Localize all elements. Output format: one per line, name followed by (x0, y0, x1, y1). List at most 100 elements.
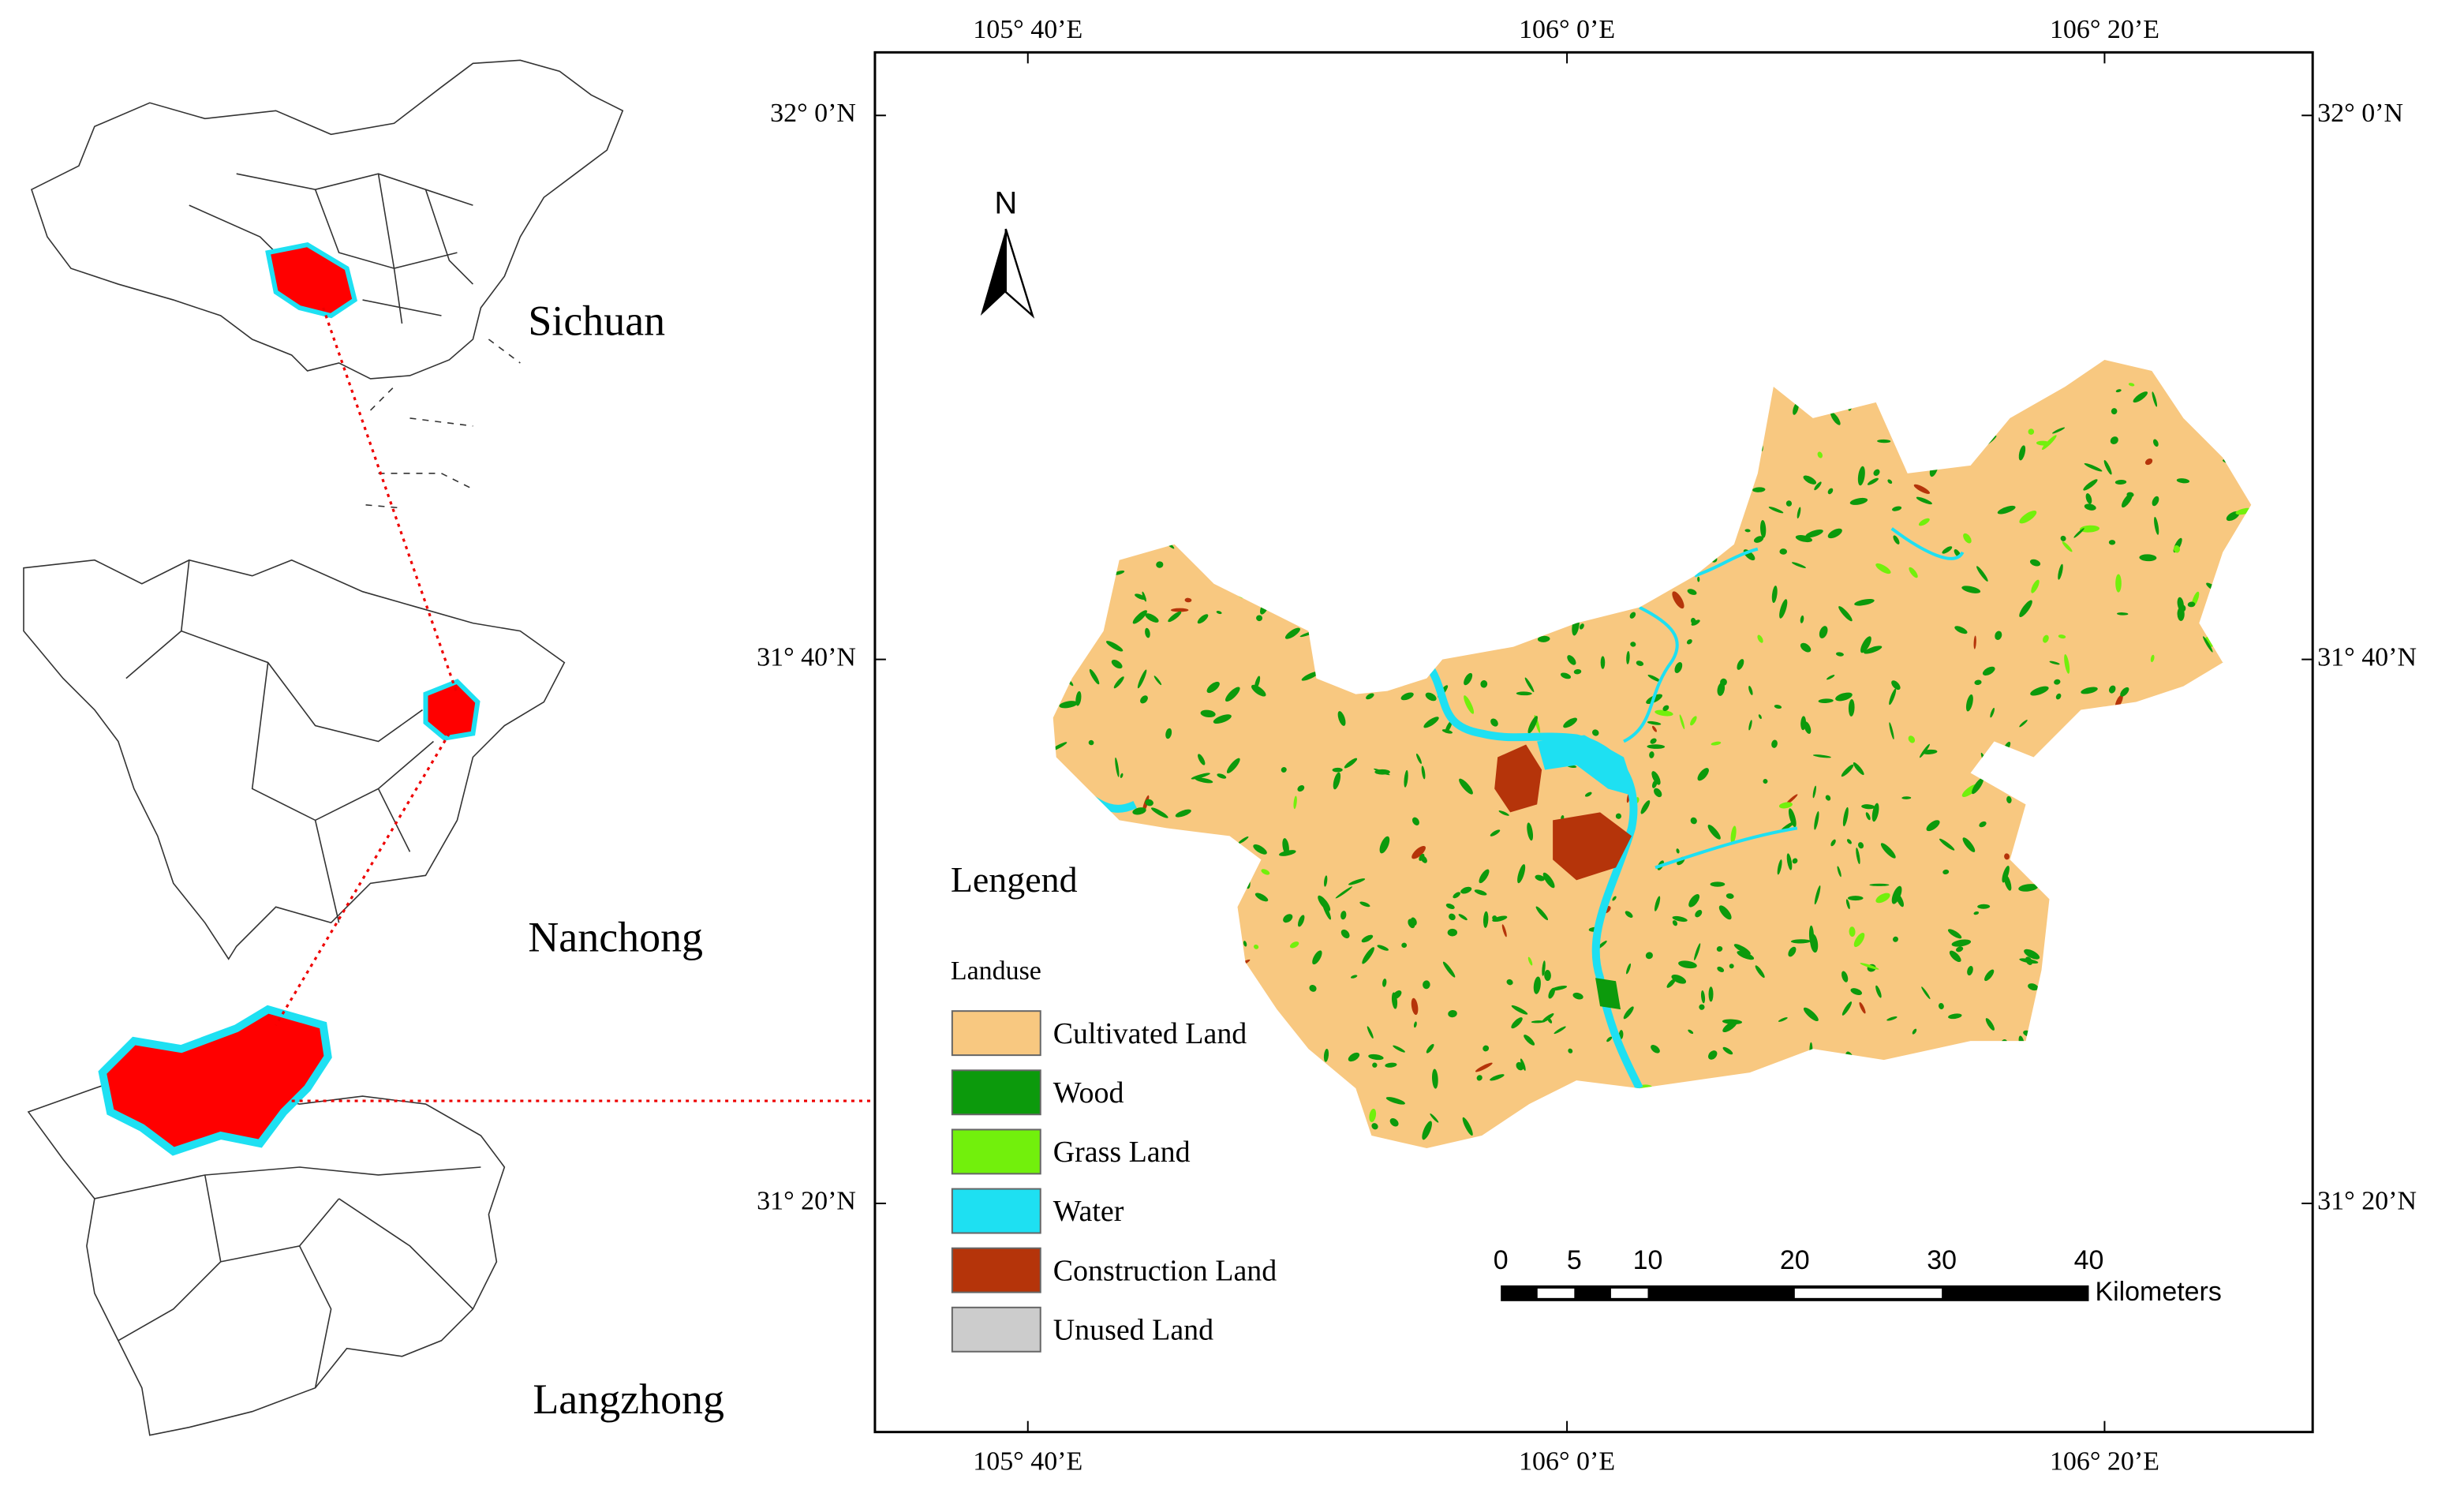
landuse-patch (2108, 685, 2116, 694)
landuse-patch (1531, 1020, 1546, 1024)
landuse-patch (1859, 1001, 1866, 1014)
landuse-patch (1995, 631, 2002, 640)
landuse-patch (1973, 911, 1980, 915)
landuse-patch (1335, 886, 1353, 899)
landuse-patch (2176, 478, 2190, 484)
landuse-patch (1348, 1052, 1360, 1062)
landuse-patch (1156, 561, 1164, 568)
landuse-patch (1722, 1046, 1733, 1055)
landuse-patch (1425, 692, 1437, 702)
landuse-patch (1841, 1001, 1853, 1016)
landuse-patch (2150, 654, 2155, 663)
landuse-patch (1921, 986, 1931, 1000)
landuse-patch (1729, 964, 1734, 969)
landuse-patch (1460, 886, 1472, 894)
landuse-patch (2139, 554, 2157, 562)
landuse-patch (1814, 811, 1819, 830)
latitude-label: 31° 20’N (757, 1187, 856, 1216)
landuse-patch (1886, 1016, 1898, 1021)
landuse-patch (1527, 716, 1538, 734)
landuse-patch (1533, 976, 1541, 994)
landuse-patch (1623, 1006, 1634, 1020)
landuse-patch (1626, 963, 1632, 975)
landuse-patch (1922, 749, 1938, 754)
landuse-patch (1413, 1021, 1417, 1028)
landuse-patch (1408, 919, 1415, 929)
landuse-patch (1200, 709, 1216, 718)
landuse-patch (1790, 939, 1811, 944)
landuse-patch (1333, 772, 1341, 790)
landuse-patch (2084, 462, 2103, 472)
landuse-patch (2018, 884, 2039, 892)
scale-tick-label: 30 (1927, 1245, 1957, 1275)
landuse-patch (2055, 693, 2062, 700)
landuse-patch (1416, 753, 1422, 765)
landuse-patch (1887, 479, 1893, 485)
north-arrow: N (980, 186, 1035, 319)
landuse-patch (1836, 652, 1844, 657)
landuse-patch (1527, 822, 1534, 841)
landuse-patch (1517, 864, 1526, 884)
stream (1623, 527, 1965, 870)
landuse-patch (2114, 480, 2127, 485)
landuse-patch (1697, 576, 1700, 582)
landuse-patch (1893, 936, 1898, 942)
landuse-patch (1337, 711, 1346, 726)
landuse-patch (1814, 885, 1821, 905)
legend-label: Cultivated Land (1053, 1017, 1247, 1050)
landuse-patch (1362, 947, 1374, 964)
landuse-patch (1630, 642, 1636, 647)
landuse-patch (1788, 808, 1797, 828)
landuse-patch (1420, 855, 1427, 863)
landuse-patch (1464, 695, 1475, 714)
legend-label: Construction Land (1053, 1254, 1277, 1287)
link-line (275, 732, 451, 1026)
landuse-patch (1527, 956, 1533, 966)
scale-unit: Kilometers (2095, 1277, 2221, 1307)
scale-bar: Kilometers 0 5 10 20 30 40 (1494, 1245, 2222, 1307)
scale-segment (1794, 1288, 1942, 1298)
landuse-patch (1916, 496, 1932, 505)
landuse-patch (1717, 682, 1726, 696)
legend: Lengend Landuse Cultivated Land Wood Grass… (951, 859, 1277, 1353)
landuse-patch (1198, 754, 1206, 765)
nanchong-highlight (423, 679, 480, 741)
landuse-patch (1891, 680, 1901, 690)
landuse-patch (1942, 546, 1953, 554)
landuse-patch (1956, 946, 1964, 952)
landuse-patch (1912, 1028, 1917, 1035)
landuse-patch (1367, 1026, 1374, 1039)
landuse-patch (1323, 1048, 1329, 1062)
landuse-patch (1800, 642, 1812, 653)
landuse-patch (2144, 458, 2153, 466)
landuse-patch (1951, 939, 1972, 947)
landuse-patch (2019, 600, 2032, 618)
landuse-patch (1213, 714, 1232, 724)
landuse-patch (1730, 825, 1737, 844)
landuse-patch (1293, 795, 1297, 810)
landuse-patch (1655, 709, 1673, 717)
landuse-patch (1368, 1054, 1384, 1061)
landuse-patch (1763, 779, 1768, 784)
landuse-patch (1647, 744, 1666, 749)
urban-area (1553, 812, 1632, 881)
landuse-patch (1875, 985, 1882, 998)
north-label: N (994, 186, 1017, 221)
landuse-patch (1860, 636, 1871, 653)
scale-tick-label: 5 (1567, 1245, 1582, 1275)
landuse-patch (1105, 641, 1124, 652)
landuse-patch (1972, 777, 1984, 795)
landuse-patch (1961, 586, 1981, 593)
landuse-patch (1195, 777, 1213, 784)
landuse-patch (1785, 500, 1793, 507)
landuse-patch (1672, 591, 1684, 609)
china-islands (365, 339, 521, 509)
landuse-patch (1238, 836, 1249, 844)
urban-area (1494, 744, 1542, 813)
longitude-label: 106° 0’E (1519, 1446, 1615, 1476)
landuse-patch (1377, 945, 1389, 951)
landuse-patch (1483, 911, 1489, 928)
landuse-patch (1889, 722, 1894, 739)
landuse-patch (1695, 910, 1703, 918)
